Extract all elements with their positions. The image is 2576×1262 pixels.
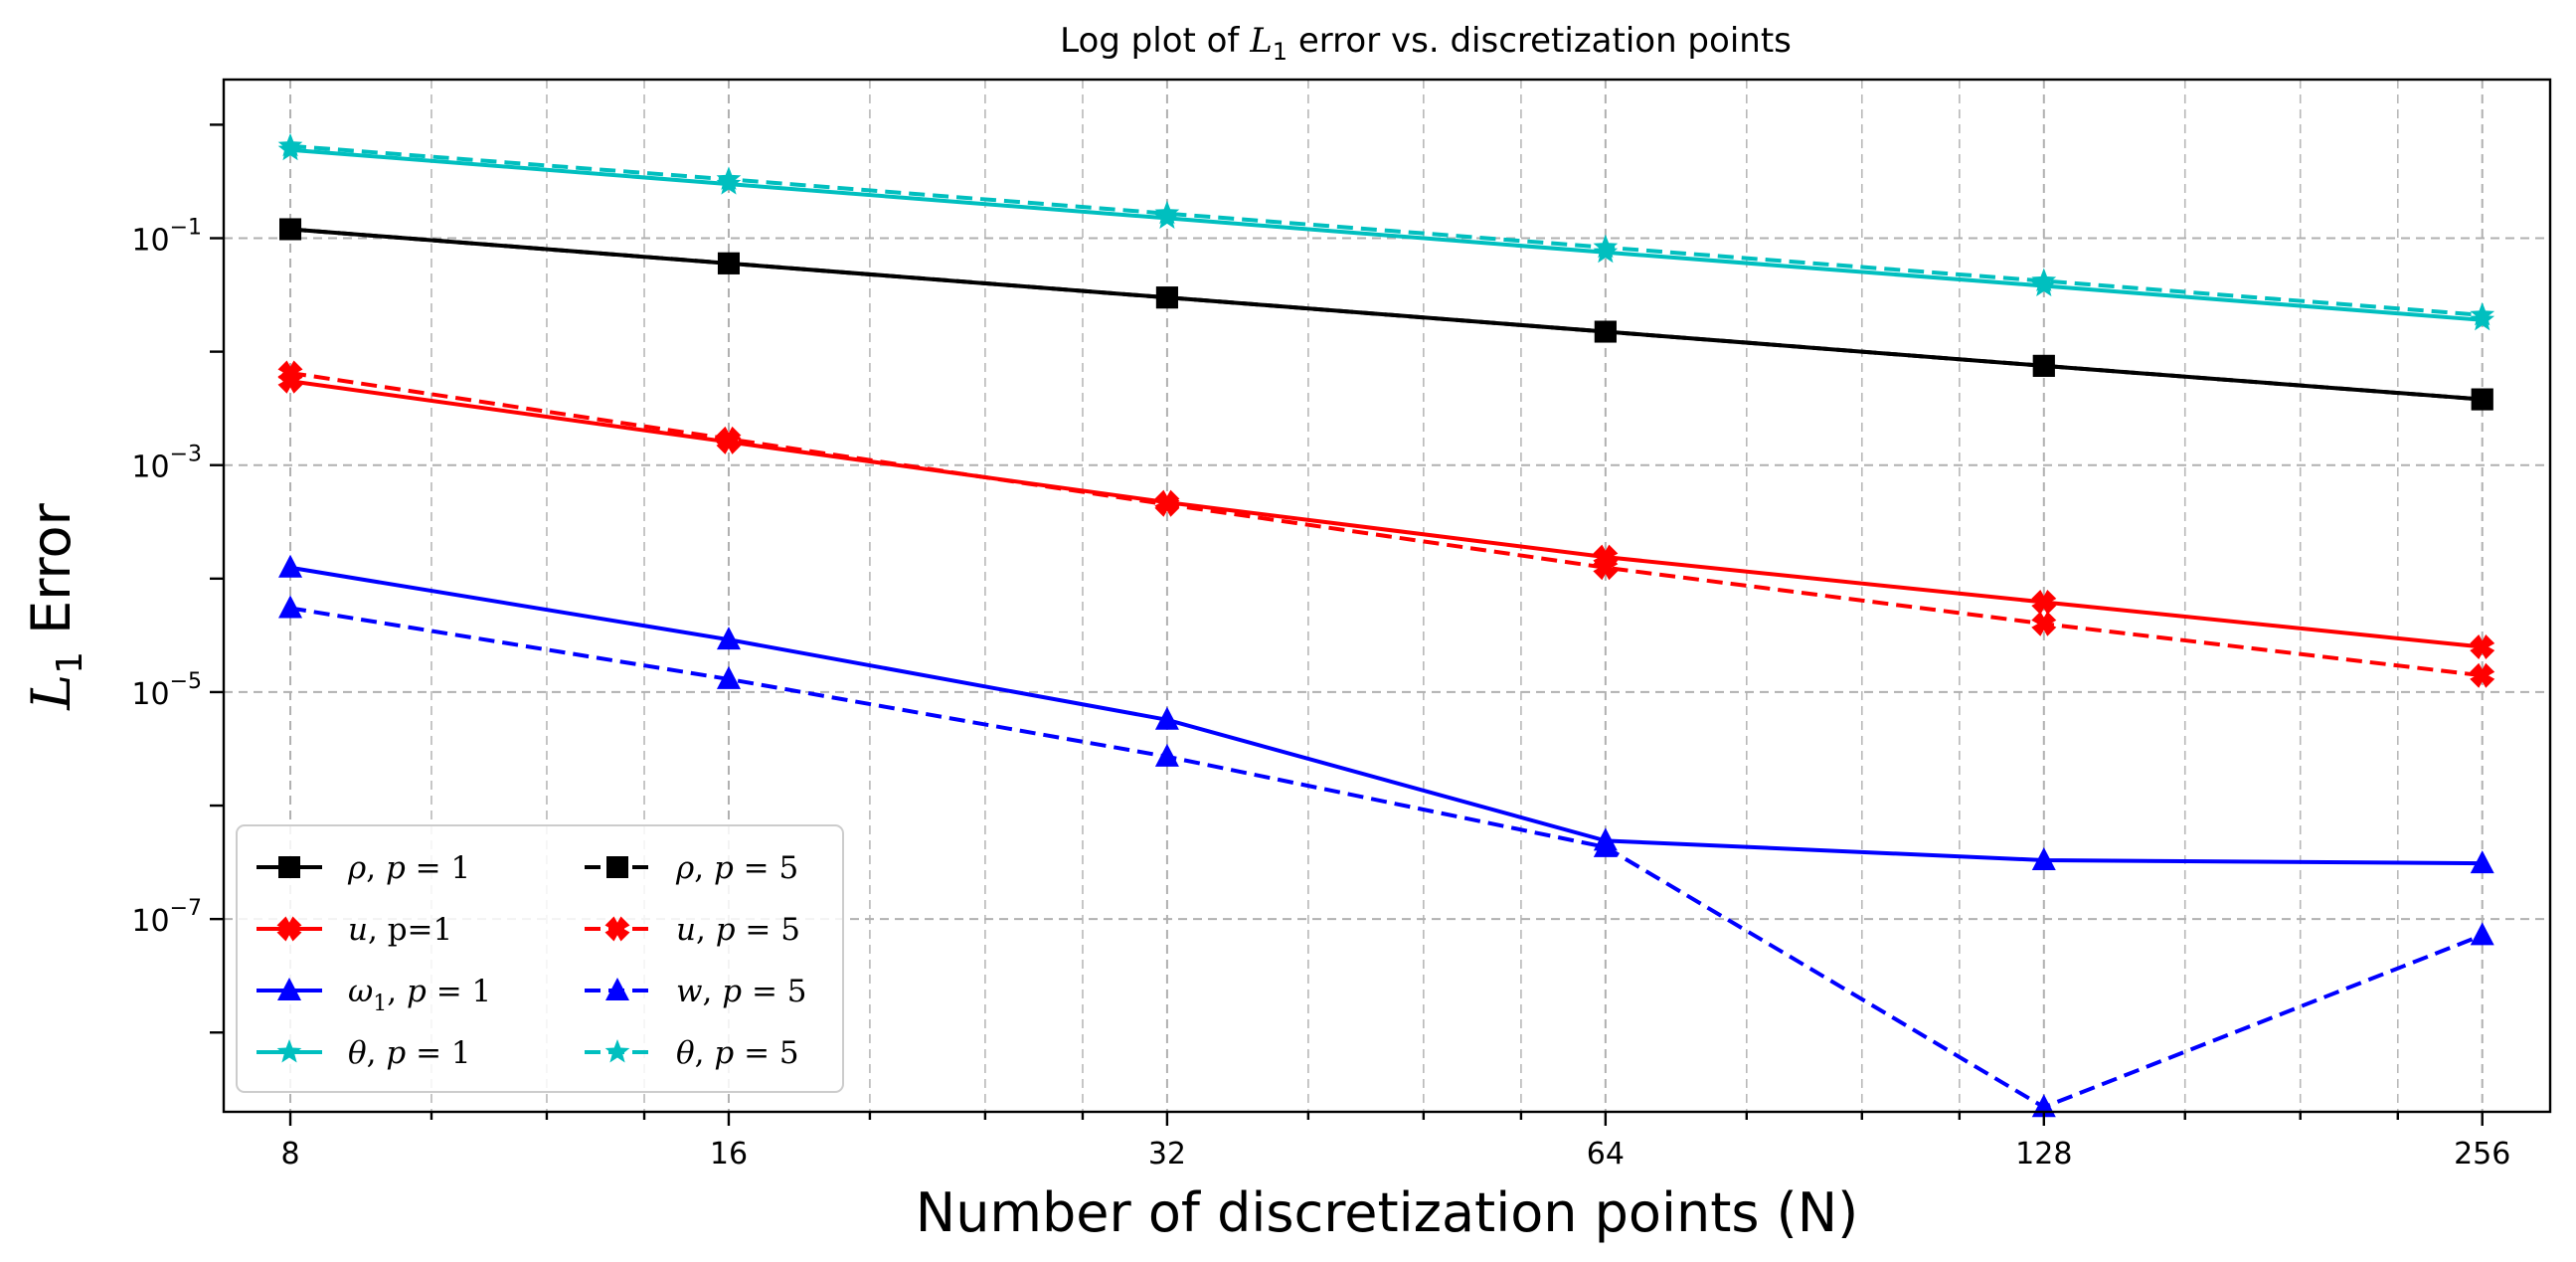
grid-lines — [224, 80, 2550, 1112]
data-point — [1593, 555, 1619, 581]
data-point — [2470, 922, 2494, 946]
y-tick-label: 10−1 — [131, 216, 202, 259]
tick-labels: 8 16 32 64 128 256 10−1 10−3 10−5 10−7 — [131, 216, 2510, 1172]
series-5 — [277, 360, 2495, 688]
series-7 — [277, 132, 2495, 326]
data-point — [278, 554, 303, 578]
title-subscript: 1 — [1273, 38, 1288, 66]
legend-entry: θ, p = 5 — [585, 1035, 799, 1071]
data-point — [1593, 234, 1619, 259]
legend: ρ, p = 1 u, p=1 ω1, p = 1 θ, p = 1 ρ, p = 5 u… — [236, 824, 844, 1093]
data-point — [2470, 634, 2495, 660]
title-prefix: Log plot of — [1060, 21, 1250, 61]
x-tick-label: 256 — [2454, 1137, 2510, 1172]
x-tick-label: 16 — [710, 1137, 748, 1172]
data-point — [277, 132, 303, 157]
data-point — [1154, 706, 1179, 730]
series-line — [289, 370, 2483, 678]
x-axis-label: Number of discretization points (N) — [916, 1181, 1858, 1244]
data-point — [2470, 662, 2495, 688]
tick-marks — [210, 123, 2484, 1126]
data-point — [1154, 200, 1180, 225]
series-line — [289, 606, 2484, 1110]
series-layer — [277, 132, 2495, 1118]
y-tick-label: 10−3 — [131, 443, 202, 485]
y-label-variable: L — [20, 674, 83, 711]
legend-entry: ω1, p = 1 — [257, 974, 491, 1016]
series-2 — [278, 554, 2494, 874]
data-point — [2470, 301, 2495, 326]
data-point — [1154, 491, 1180, 517]
legend-marker — [604, 1039, 630, 1063]
data-point — [2032, 354, 2055, 377]
legend-label: w, p = 5 — [676, 974, 807, 1009]
series-line — [289, 379, 2483, 649]
data-point — [2471, 388, 2493, 411]
legend-label: u, p=1 — [348, 912, 452, 948]
data-point — [1154, 743, 1179, 767]
legend-entry: u, p=1 — [257, 912, 452, 948]
legend-label: ρ, p = 1 — [347, 850, 470, 886]
x-tick-label: 8 — [280, 1137, 299, 1172]
chart-title: Log plot of L1 error vs. discretization … — [1060, 21, 1792, 66]
legend-label: ρ, p = 5 — [675, 850, 798, 886]
series-1 — [277, 368, 2495, 660]
data-point — [2470, 850, 2494, 874]
data-point — [716, 665, 741, 689]
data-point — [2031, 268, 2057, 292]
legend-entry: ρ, p = 1 — [257, 850, 470, 886]
legend-marker — [605, 978, 629, 1000]
legend-entry: ρ, p = 5 — [585, 850, 798, 886]
plot-frame — [222, 78, 2552, 1114]
series-4 — [279, 218, 2493, 411]
data-point — [1594, 320, 1617, 343]
legend-label: u, p = 5 — [676, 912, 800, 948]
series-line — [289, 565, 2483, 866]
data-point — [2031, 611, 2057, 636]
y-tick-label: 10−7 — [131, 896, 202, 939]
data-point — [716, 426, 742, 451]
y-label-subscript: 1 — [50, 651, 90, 674]
legend-label: θ, p = 5 — [676, 1035, 799, 1071]
series-line — [289, 227, 2483, 402]
data-point — [279, 218, 302, 241]
data-point — [1593, 833, 1618, 857]
y-label-suffix: Error — [20, 502, 83, 651]
legend-entry: u, p = 5 — [585, 912, 800, 948]
y-axis-label: L1 Error — [20, 502, 90, 710]
x-tick-label: 32 — [1148, 1137, 1186, 1172]
legend-marker — [604, 916, 630, 942]
data-point — [716, 166, 742, 190]
data-point — [2031, 590, 2057, 616]
legend-marker — [277, 978, 301, 1000]
legend-label: ω1, p = 1 — [348, 974, 491, 1016]
data-point — [717, 252, 740, 274]
legend-entry: θ, p = 1 — [257, 1035, 471, 1071]
legend-marker — [276, 1039, 302, 1063]
data-point — [277, 360, 303, 386]
data-point — [2031, 846, 2056, 870]
legend-marker — [276, 916, 302, 942]
x-tick-label: 128 — [2015, 1137, 2072, 1172]
y-tick-label: 10−5 — [131, 669, 202, 712]
title-suffix: error vs. discretization points — [1288, 21, 1792, 61]
series-line — [289, 143, 2483, 317]
legend-marker — [606, 856, 628, 878]
legend-label: θ, p = 1 — [348, 1035, 471, 1071]
x-tick-label: 64 — [1587, 1137, 1625, 1172]
series-3 — [277, 136, 2495, 331]
series-6 — [278, 595, 2494, 1118]
title-variable: L — [1249, 21, 1273, 61]
legend-box — [236, 824, 844, 1093]
series-line — [289, 147, 2483, 322]
legend-marker — [278, 856, 300, 878]
legend-entry: w, p = 5 — [585, 974, 807, 1009]
data-point — [1155, 286, 1178, 309]
data-point — [278, 595, 303, 619]
data-point — [716, 627, 741, 650]
